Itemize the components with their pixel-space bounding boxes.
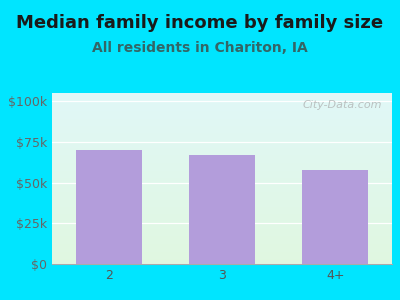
Text: Median family income by family size: Median family income by family size — [16, 14, 384, 32]
Text: All residents in Chariton, IA: All residents in Chariton, IA — [92, 40, 308, 55]
Bar — [189, 155, 255, 264]
Bar — [302, 169, 368, 264]
Bar — [76, 150, 142, 264]
Text: City-Data.com: City-Data.com — [302, 100, 382, 110]
